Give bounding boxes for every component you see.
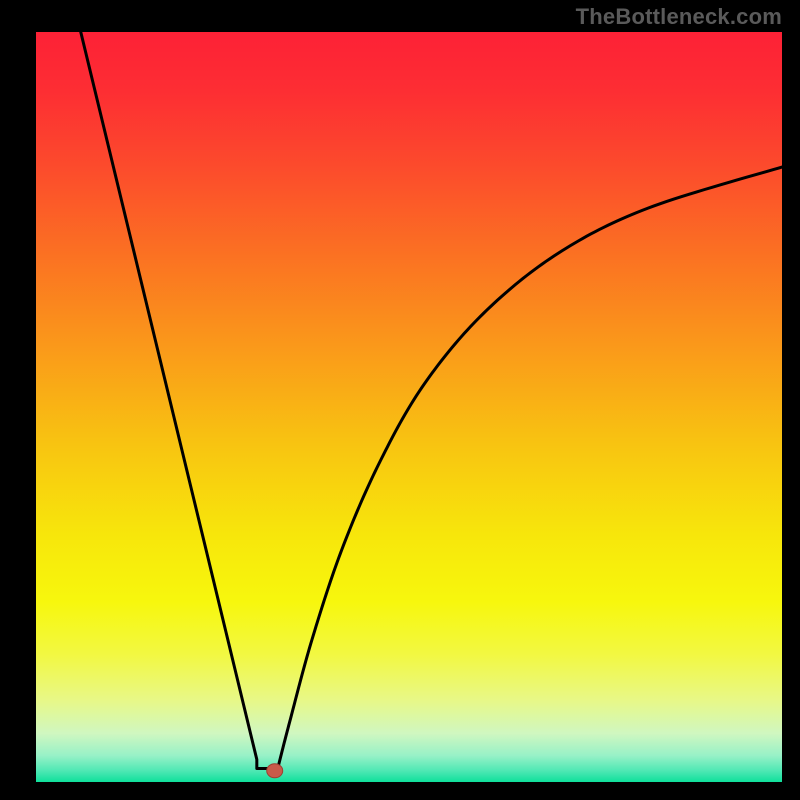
watermark-text: TheBottleneck.com [576,4,782,30]
optimum-marker [267,764,283,778]
bottleneck-curve [81,32,782,769]
